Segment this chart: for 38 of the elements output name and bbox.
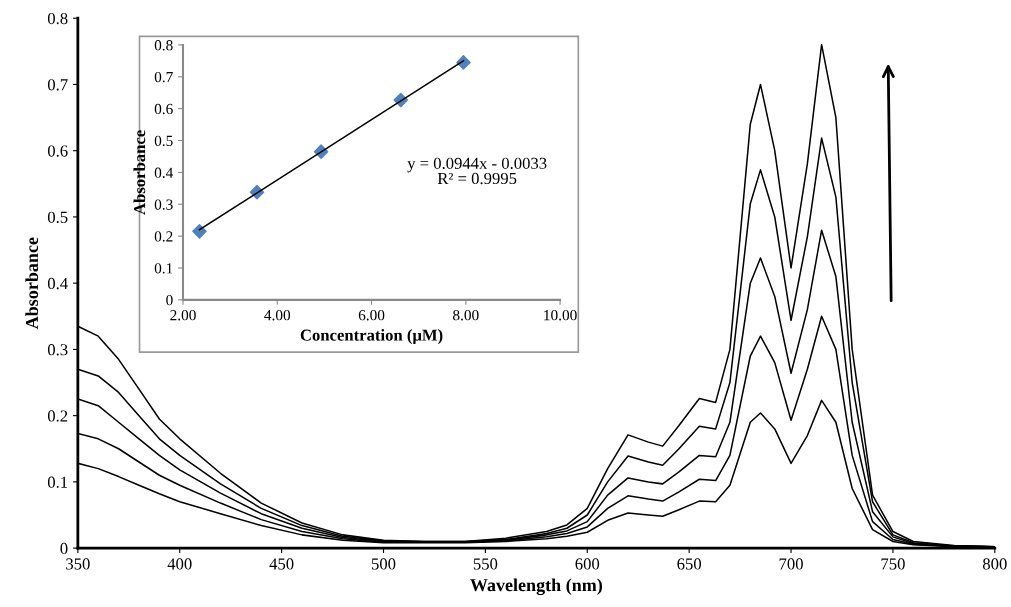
- y-tick-label: 0.5: [154, 135, 173, 147]
- y-tick-label: 0.1: [47, 476, 68, 488]
- x-axis-title: Wavelength (nm): [470, 578, 602, 596]
- x-tick-label: 2.00: [170, 310, 196, 321]
- x-tick-label: 800: [982, 558, 1007, 570]
- y-tick-label: 0.5: [47, 211, 68, 223]
- y-tick-label: 0.4: [154, 167, 174, 178]
- y-tick-label: 0.7: [47, 79, 68, 91]
- y-tick-label: 0: [60, 542, 68, 555]
- y-tick-label: 0.4: [47, 277, 68, 290]
- x-tick-label: 4.00: [264, 310, 291, 321]
- y-tick-label: 0.3: [47, 344, 68, 356]
- x-tick-label: 6.00: [358, 310, 385, 321]
- x-tick-label: 350: [66, 558, 90, 570]
- x-tick-label: 10.00: [544, 310, 577, 321]
- y-axis-title: Absorbance: [133, 130, 146, 215]
- y-tick-label: 0.8: [154, 40, 173, 51]
- x-tick-label: 500: [371, 558, 396, 570]
- x-tick-label: 450: [269, 558, 294, 570]
- y-tick-label: 0.3: [154, 199, 173, 210]
- y-tick-label: 0.6: [47, 145, 68, 157]
- x-tick-label: 750: [881, 558, 905, 570]
- y-tick-label: 0.7: [154, 71, 173, 83]
- x-tick-label: 8.00: [453, 310, 479, 321]
- y-tick-label: 0.6: [154, 103, 173, 115]
- y-tick-label: 0.2: [154, 231, 173, 242]
- x-tick-label: 600: [575, 558, 600, 570]
- x-tick-label: 650: [677, 558, 702, 570]
- x-tick-label: 550: [473, 558, 498, 570]
- x-tick-label: 400: [167, 558, 192, 570]
- y-tick-label: 0.1: [154, 263, 173, 274]
- x-axis-title: Concentration (μM): [300, 328, 443, 345]
- y-tick-label: 0.8: [47, 12, 68, 25]
- annotation: y = 0.0944x - 0.0033 R² = 0.9995: [407, 157, 547, 185]
- y-tick-label: 0: [166, 295, 173, 306]
- y-axis-title: Absorbance: [25, 237, 39, 330]
- y-tick-label: 0.2: [47, 410, 68, 422]
- x-tick-label: 700: [779, 558, 803, 570]
